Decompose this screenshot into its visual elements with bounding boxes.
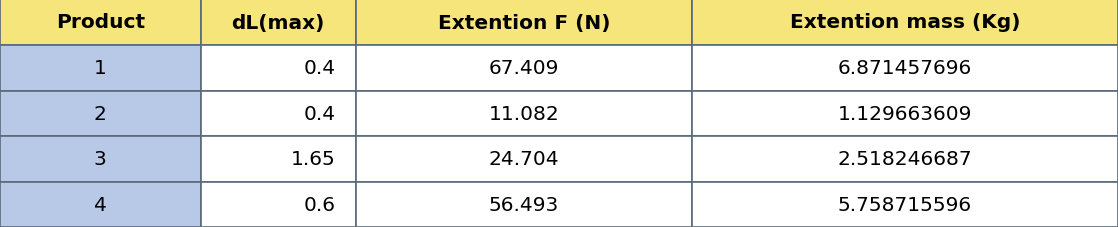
Text: Product: Product	[56, 13, 145, 32]
Text: Extention mass (Kg): Extention mass (Kg)	[789, 13, 1021, 32]
Bar	[0, 136, 200, 182]
Text: 3: 3	[94, 150, 106, 168]
Bar	[692, 182, 1118, 227]
Text: 0.6: 0.6	[304, 195, 335, 214]
Text: 5.758715596: 5.758715596	[837, 195, 972, 214]
Bar	[200, 46, 356, 91]
Bar	[200, 136, 356, 182]
Text: 24.704: 24.704	[489, 150, 559, 168]
Text: 1.129663609: 1.129663609	[837, 104, 973, 123]
Bar	[200, 0, 356, 46]
Text: 0.4: 0.4	[304, 59, 335, 78]
Bar	[356, 0, 692, 46]
Text: 11.082: 11.082	[489, 104, 559, 123]
Text: 56.493: 56.493	[489, 195, 559, 214]
Text: 1.65: 1.65	[291, 150, 335, 168]
Text: 4: 4	[94, 195, 106, 214]
Bar	[200, 182, 356, 227]
Text: 2: 2	[94, 104, 106, 123]
Bar	[0, 0, 200, 46]
Bar	[692, 136, 1118, 182]
Bar	[692, 0, 1118, 46]
Text: 6.871457696: 6.871457696	[837, 59, 972, 78]
Text: Extention F (N): Extention F (N)	[437, 13, 610, 32]
Bar	[0, 182, 200, 227]
Bar	[356, 91, 692, 136]
Bar	[356, 136, 692, 182]
Text: 67.409: 67.409	[489, 59, 559, 78]
Text: 2.518246687: 2.518246687	[837, 150, 973, 168]
Bar	[356, 46, 692, 91]
Text: 0.4: 0.4	[304, 104, 335, 123]
Bar	[0, 91, 200, 136]
Text: dL(max): dL(max)	[231, 13, 325, 32]
Text: 1: 1	[94, 59, 106, 78]
Bar	[356, 182, 692, 227]
Bar	[200, 91, 356, 136]
Bar	[692, 46, 1118, 91]
Bar	[0, 46, 200, 91]
Bar	[692, 91, 1118, 136]
